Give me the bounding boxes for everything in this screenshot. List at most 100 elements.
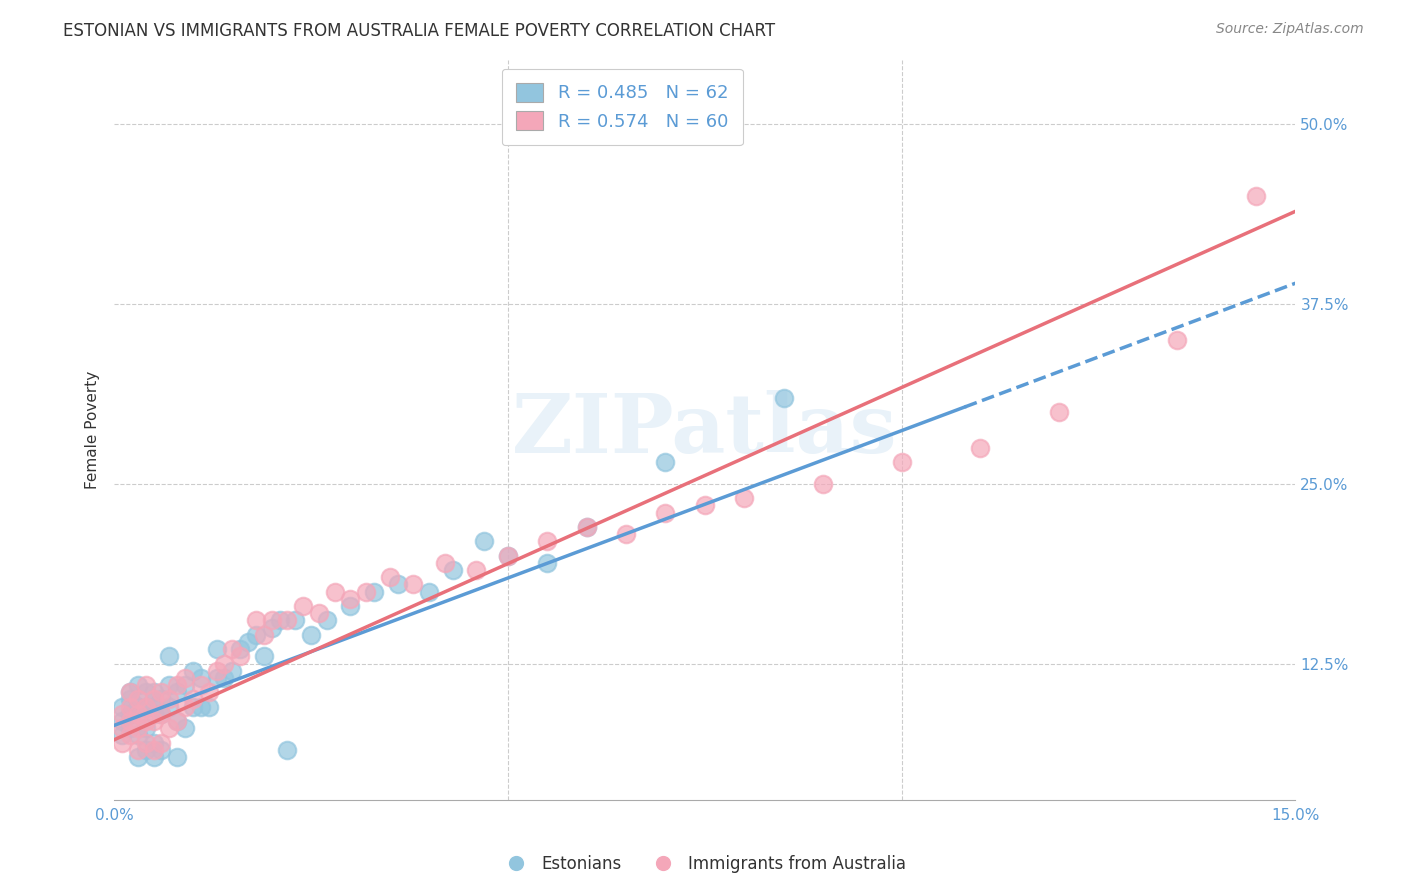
Point bbox=[197, 685, 219, 699]
Point bbox=[166, 685, 188, 699]
Point bbox=[174, 699, 197, 714]
Point bbox=[127, 721, 149, 735]
Point bbox=[135, 721, 157, 735]
Point bbox=[205, 642, 228, 657]
Point bbox=[150, 706, 173, 721]
Point bbox=[142, 699, 165, 714]
Point bbox=[654, 455, 676, 469]
Point bbox=[174, 671, 197, 685]
Point bbox=[127, 678, 149, 692]
Point bbox=[150, 692, 173, 706]
Point bbox=[214, 671, 236, 685]
Point bbox=[135, 685, 157, 699]
Point bbox=[245, 628, 267, 642]
Point bbox=[205, 664, 228, 678]
Point bbox=[221, 642, 243, 657]
Point bbox=[157, 692, 180, 706]
Point bbox=[127, 692, 149, 706]
Point bbox=[135, 714, 157, 728]
Point bbox=[118, 706, 141, 721]
Point bbox=[472, 534, 495, 549]
Point bbox=[111, 706, 134, 721]
Point bbox=[276, 614, 298, 628]
Point bbox=[260, 614, 283, 628]
Point bbox=[111, 728, 134, 742]
Point bbox=[135, 699, 157, 714]
Point bbox=[323, 584, 346, 599]
Point bbox=[441, 563, 464, 577]
Point bbox=[150, 736, 173, 750]
Point bbox=[575, 520, 598, 534]
Point bbox=[969, 441, 991, 455]
Point bbox=[111, 721, 134, 735]
Text: Source: ZipAtlas.com: Source: ZipAtlas.com bbox=[1216, 22, 1364, 37]
Text: ZIPatlas: ZIPatlas bbox=[512, 390, 897, 470]
Point bbox=[339, 591, 361, 606]
Point bbox=[127, 728, 149, 742]
Point bbox=[214, 657, 236, 671]
Text: ESTONIAN VS IMMIGRANTS FROM AUSTRALIA FEMALE POVERTY CORRELATION CHART: ESTONIAN VS IMMIGRANTS FROM AUSTRALIA FE… bbox=[63, 22, 775, 40]
Point bbox=[142, 685, 165, 699]
Point bbox=[465, 563, 488, 577]
Point bbox=[150, 743, 173, 757]
Point bbox=[496, 549, 519, 563]
Point bbox=[190, 671, 212, 685]
Point bbox=[111, 699, 134, 714]
Point bbox=[772, 391, 794, 405]
Point bbox=[190, 699, 212, 714]
Point bbox=[197, 699, 219, 714]
Point bbox=[315, 614, 337, 628]
Point bbox=[127, 750, 149, 764]
Point bbox=[276, 743, 298, 757]
Point bbox=[229, 642, 252, 657]
Point bbox=[378, 570, 401, 584]
Point bbox=[135, 699, 157, 714]
Point bbox=[536, 534, 558, 549]
Point bbox=[118, 728, 141, 742]
Point bbox=[111, 714, 134, 728]
Point bbox=[269, 614, 291, 628]
Point bbox=[236, 635, 259, 649]
Point bbox=[654, 506, 676, 520]
Point bbox=[166, 750, 188, 764]
Point bbox=[354, 584, 377, 599]
Point bbox=[135, 743, 157, 757]
Point bbox=[205, 671, 228, 685]
Point bbox=[387, 577, 409, 591]
Point bbox=[157, 678, 180, 692]
Point bbox=[181, 699, 204, 714]
Point bbox=[174, 678, 197, 692]
Point bbox=[536, 556, 558, 570]
Point bbox=[166, 678, 188, 692]
Point bbox=[142, 714, 165, 728]
Point bbox=[284, 614, 307, 628]
Point bbox=[245, 614, 267, 628]
Point bbox=[157, 699, 180, 714]
Point bbox=[157, 649, 180, 664]
Point bbox=[496, 549, 519, 563]
Point bbox=[135, 678, 157, 692]
Point bbox=[150, 685, 173, 699]
Point bbox=[150, 706, 173, 721]
Point bbox=[693, 499, 716, 513]
Point bbox=[363, 584, 385, 599]
Point bbox=[174, 721, 197, 735]
Legend: Estonians, Immigrants from Australia: Estonians, Immigrants from Australia bbox=[494, 848, 912, 880]
Point bbox=[118, 692, 141, 706]
Point bbox=[260, 621, 283, 635]
Point bbox=[1244, 189, 1267, 203]
Point bbox=[166, 714, 188, 728]
Point bbox=[118, 685, 141, 699]
Point bbox=[811, 476, 834, 491]
Point bbox=[118, 714, 141, 728]
Point bbox=[1166, 333, 1188, 347]
Point bbox=[166, 714, 188, 728]
Point bbox=[1047, 405, 1070, 419]
Point bbox=[142, 750, 165, 764]
Point bbox=[299, 628, 322, 642]
Point bbox=[614, 527, 637, 541]
Point bbox=[308, 606, 330, 620]
Point bbox=[253, 628, 276, 642]
Point bbox=[157, 721, 180, 735]
Point bbox=[142, 692, 165, 706]
